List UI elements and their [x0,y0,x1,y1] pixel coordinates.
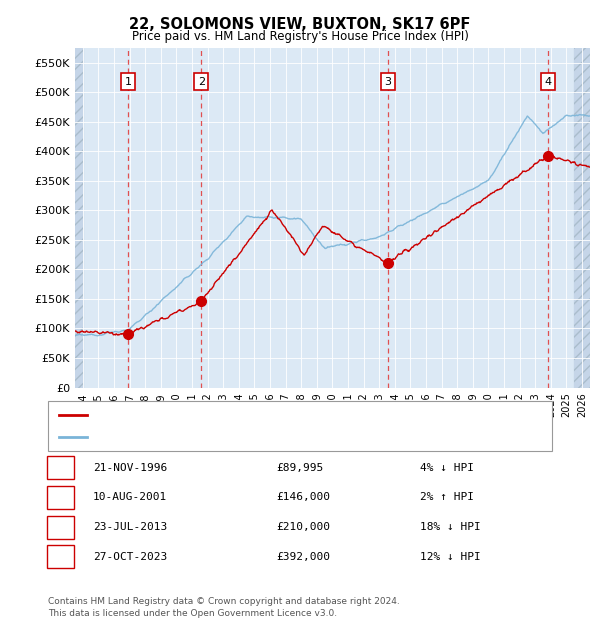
Text: £210,000: £210,000 [276,522,330,532]
Text: 3: 3 [385,77,391,87]
Text: £392,000: £392,000 [276,552,330,562]
Text: 2% ↑ HPI: 2% ↑ HPI [420,492,474,502]
Text: 1: 1 [125,77,131,87]
Text: 21-NOV-1996: 21-NOV-1996 [93,463,167,472]
Text: 23-JUL-2013: 23-JUL-2013 [93,522,167,532]
Text: £146,000: £146,000 [276,492,330,502]
Text: Contains HM Land Registry data © Crown copyright and database right 2024.: Contains HM Land Registry data © Crown c… [48,597,400,606]
Text: £89,995: £89,995 [276,463,323,472]
Text: 22, SOLOMONS VIEW, BUXTON, SK17 6PF (detached house): 22, SOLOMONS VIEW, BUXTON, SK17 6PF (det… [91,410,424,420]
Bar [574,48,590,388]
Text: 3: 3 [57,522,64,532]
Text: 4: 4 [544,77,551,87]
Text: 2: 2 [198,77,205,87]
Text: This data is licensed under the Open Government Licence v3.0.: This data is licensed under the Open Gov… [48,608,337,618]
Text: 4: 4 [57,552,64,562]
Text: 18% ↓ HPI: 18% ↓ HPI [420,522,481,532]
Text: 22, SOLOMONS VIEW, BUXTON, SK17 6PF: 22, SOLOMONS VIEW, BUXTON, SK17 6PF [130,17,470,32]
Text: HPI: Average price, detached house, High Peak: HPI: Average price, detached house, High… [91,432,353,442]
Text: 4% ↓ HPI: 4% ↓ HPI [420,463,474,472]
Bar [75,48,83,388]
Text: 10-AUG-2001: 10-AUG-2001 [93,492,167,502]
Bar [574,48,590,388]
Text: 12% ↓ HPI: 12% ↓ HPI [420,552,481,562]
Text: Price paid vs. HM Land Registry's House Price Index (HPI): Price paid vs. HM Land Registry's House … [131,30,469,43]
Text: 1: 1 [57,463,64,472]
Bar [75,48,83,388]
Text: 2: 2 [57,492,64,502]
Text: 27-OCT-2023: 27-OCT-2023 [93,552,167,562]
